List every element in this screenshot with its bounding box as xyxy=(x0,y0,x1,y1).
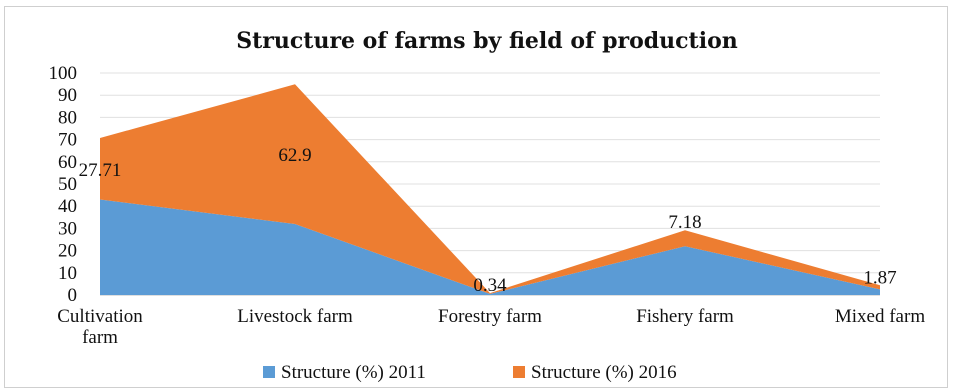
data-label: 0.34 xyxy=(473,275,507,296)
y-tick-label: 50 xyxy=(58,174,77,195)
y-tick-label: 100 xyxy=(49,63,78,84)
y-tick-label: 90 xyxy=(58,85,77,106)
x-tick-label: Forestry farm xyxy=(438,306,542,327)
data-label: 7.18 xyxy=(668,212,701,233)
data-label: 1.87 xyxy=(863,267,896,288)
series-areas xyxy=(100,84,880,295)
legend: Structure (%) 2011 Structure (%) 2016 xyxy=(263,362,677,383)
x-tick-label: Mixed farm xyxy=(835,306,925,327)
y-tick-label: 20 xyxy=(58,241,77,262)
y-tick-label: 30 xyxy=(58,218,77,239)
x-tick-label: Fishery farm xyxy=(636,306,734,327)
data-label: 27.71 xyxy=(79,160,122,181)
legend-swatch xyxy=(263,366,275,378)
series-area xyxy=(100,199,880,295)
y-tick-label: 10 xyxy=(58,263,77,284)
y-tick-label: 80 xyxy=(58,107,77,128)
y-tick-label: 40 xyxy=(58,196,77,217)
y-tick-label: 70 xyxy=(58,130,77,151)
data-label: 62.9 xyxy=(278,145,311,166)
y-tick-label: 0 xyxy=(68,285,78,306)
x-tick-label: Cultivation farm xyxy=(57,306,143,348)
series-area xyxy=(100,84,880,294)
legend-label: Structure (%) 2011 xyxy=(281,362,426,383)
x-tick-label: Livestock farm xyxy=(237,306,353,327)
y-tick-label: 60 xyxy=(58,152,77,173)
data-labels: 27.71 62.9 0.34 7.18 1.87 xyxy=(79,145,897,296)
x-axis-ticks: Cultivation farm Livestock farm Forestry fa… xyxy=(57,306,925,348)
legend-swatch xyxy=(513,366,525,378)
chart-title: Structure of farms by field of productio… xyxy=(236,28,738,54)
legend-label: Structure (%) 2016 xyxy=(531,362,677,383)
